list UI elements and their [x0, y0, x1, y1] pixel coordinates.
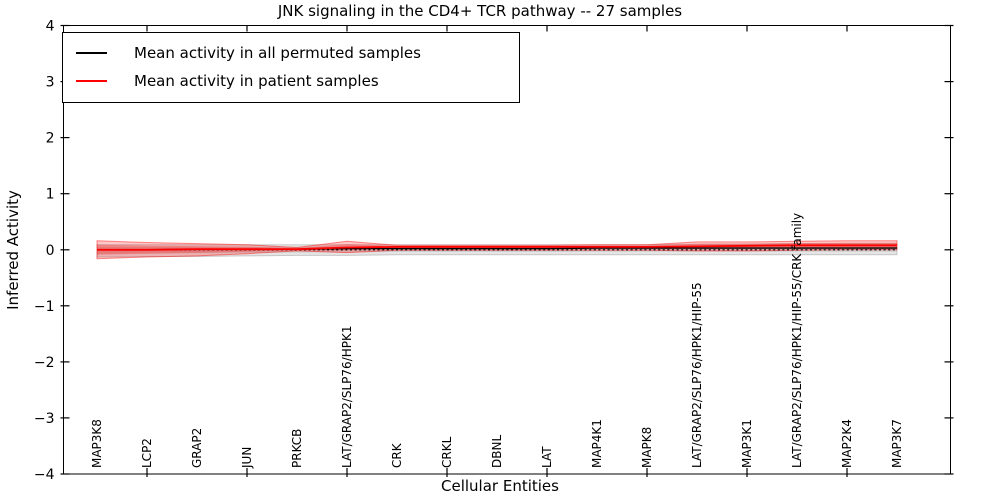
- x-tick-label: CRKL: [440, 436, 454, 468]
- y-tick-label: −2: [34, 355, 55, 371]
- legend-item-patient: Mean activity in patient samples: [63, 67, 519, 95]
- y-tick-label: 0: [46, 243, 55, 259]
- x-tick-label: JUN: [240, 447, 254, 469]
- patient-mean-line: [97, 244, 897, 251]
- x-tick-label: GRAP2: [190, 428, 204, 468]
- y-tick-label: −1: [34, 299, 55, 315]
- x-tick-label: CRK: [390, 442, 404, 468]
- y-tick-label: 2: [46, 131, 55, 147]
- y-tick-label: 4: [46, 19, 55, 35]
- patient-line-swatch-icon: [76, 80, 107, 82]
- y-tick-label: 1: [46, 187, 55, 203]
- x-tick-label: LAT: [540, 446, 554, 468]
- x-tick-label: DBNL: [490, 435, 504, 468]
- x-tick-label: LCP2: [140, 438, 154, 468]
- x-tick-label: PRKCB: [290, 429, 304, 468]
- x-tick-label: MAP3K8: [90, 419, 104, 468]
- legend-label-patient: Mean activity in patient samples: [134, 72, 379, 90]
- y-tick-label: −3: [34, 411, 55, 427]
- x-tick-label: MAP3K7: [890, 419, 904, 468]
- legend-item-permuted: Mean activity in all permuted samples: [63, 39, 519, 67]
- y-axis-label: Inferred Activity: [4, 190, 22, 310]
- x-tick-label: MAPK8: [640, 427, 654, 468]
- x-tick-label: MAP3K1: [740, 419, 754, 468]
- patient-band: [96, 240, 898, 260]
- chart-title: JNK signaling in the CD4+ TCR pathway --…: [277, 2, 683, 20]
- permuted-line-swatch-icon: [76, 52, 107, 54]
- x-tick-label: MAP4K1: [590, 419, 604, 468]
- legend-label-permuted: Mean activity in all permuted samples: [134, 44, 421, 62]
- x-axis-label: Cellular Entities: [441, 477, 559, 495]
- x-tick-label: MAP2K4: [840, 419, 854, 468]
- x-tick-label: LAT/GRAP2/SLP76/HPK1/HIP-55/CRK family: [790, 213, 804, 468]
- y-tick-label: −4: [34, 467, 55, 483]
- y-tick-label: 3: [46, 75, 55, 91]
- x-tick-label: LAT/GRAP2/SLP76/HPK1/HIP-55: [690, 282, 704, 468]
- legend: Mean activity in all permuted samples Me…: [62, 32, 520, 103]
- x-tick-label: LAT/GRAP2/SLP76/HPK1: [340, 326, 354, 469]
